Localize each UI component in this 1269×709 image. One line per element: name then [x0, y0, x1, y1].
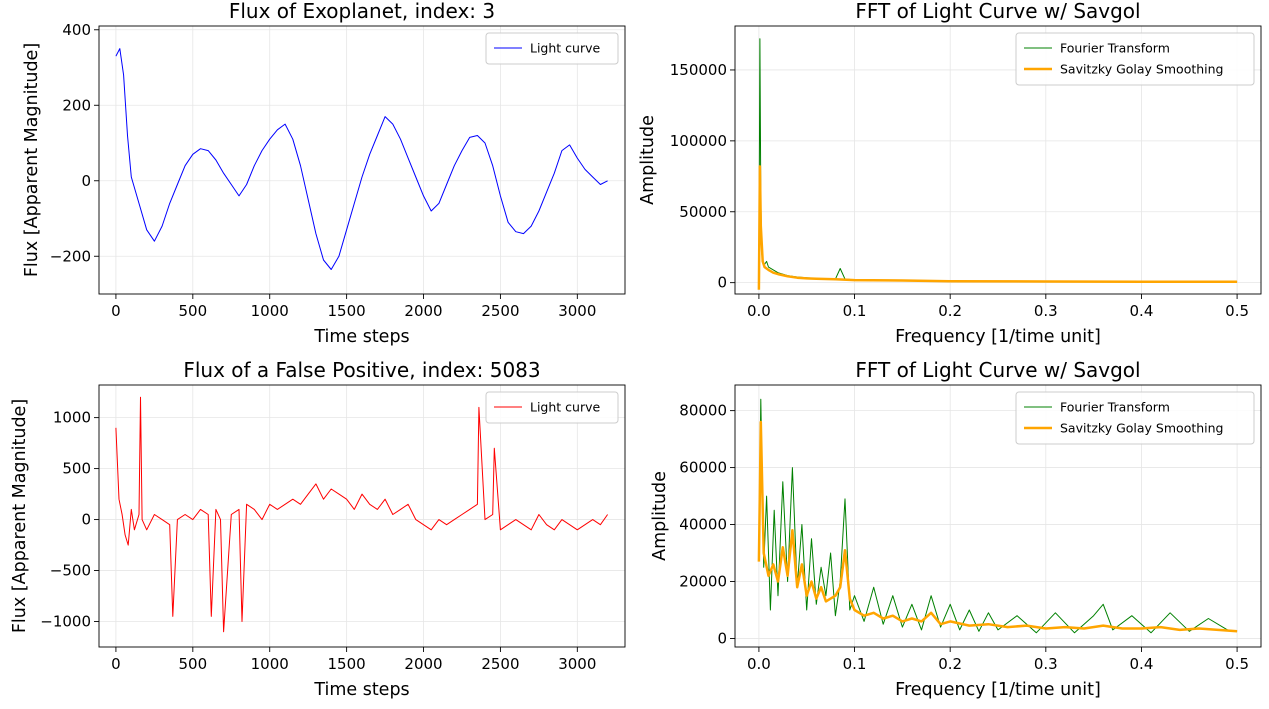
x-tick-label: 0: [111, 302, 121, 320]
x-tick-label: 0.5: [1225, 302, 1249, 320]
legend-box: [1015, 32, 1255, 86]
x-axis-label: Frequency [1/time unit]: [895, 327, 1101, 347]
y-tick-label: 0: [717, 274, 727, 292]
y-tick-label: 80000: [679, 402, 727, 420]
x-tick-label: 0.4: [1130, 655, 1154, 673]
exoplanet-fft-chart: 0.0 0.1 0.2 0.3 0.4 0.5 0 50000 100000 150000 FFT …: [638, 0, 1262, 347]
chart-title: FFT of Light Curve w/ Savgol: [855, 358, 1140, 382]
y-tick-label: 0: [717, 629, 727, 647]
x-tick-label: 0.4: [1130, 302, 1154, 320]
x-tick-label: 3000: [558, 655, 596, 673]
x-tick-label: 1000: [251, 302, 289, 320]
x-tick-label: 2500: [481, 655, 519, 673]
x-axis-label: Frequency [1/time unit]: [895, 680, 1101, 700]
legend: Light curve: [485, 32, 619, 65]
legend: Fourier Transform Savitzky Golay Smoothin…: [1015, 391, 1255, 445]
legend-label: Light curve: [530, 400, 601, 415]
x-tick-label: 0.3: [1034, 302, 1058, 320]
x-tick-label: 0: [111, 655, 121, 673]
series-line-light-curve: [115, 48, 608, 270]
x-tick-label: 0.5: [1225, 655, 1249, 673]
series-line-light-curve: [115, 396, 609, 633]
x-tick-label: 0.1: [843, 302, 867, 320]
x-tick-label: 1000: [251, 655, 289, 673]
y-tick-label: 0: [81, 172, 91, 190]
y-tick-label: 60000: [679, 459, 727, 477]
x-tick-label: 1500: [328, 302, 366, 320]
chart-title: FFT of Light Curve w/ Savgol: [855, 0, 1140, 23]
y-axis-label: Amplitude: [638, 115, 658, 205]
y-tick-label: −500: [50, 562, 91, 580]
legend-box: [1015, 391, 1255, 445]
y-tick-label: 40000: [679, 516, 727, 534]
false-positive-flux-chart: 0 500 1000 1500 2000 2500 3000 −1000 −500 0 500 100…: [10, 358, 626, 700]
legend-box: [485, 391, 619, 424]
x-tick-label: 0.2: [938, 655, 962, 673]
x-tick-label: 0.0: [747, 655, 771, 673]
plot-frame: [98, 384, 626, 648]
chart-title: Flux of a False Positive, index: 5083: [183, 358, 540, 382]
y-tick-label: 1000: [53, 409, 91, 427]
chart-title: Flux of Exoplanet, index: 3: [229, 0, 495, 23]
series-line-savitzky-golay-smoothing: [757, 165, 1238, 290]
x-tick-label: 0.3: [1034, 655, 1058, 673]
y-tick-label: 400: [62, 21, 91, 39]
y-tick-label: 150000: [670, 61, 727, 79]
series-line-savitzky-golay-smoothing: [757, 420, 1238, 633]
x-tick-label: 1500: [328, 655, 366, 673]
x-tick-label: 0.2: [938, 302, 962, 320]
y-tick-label: −200: [50, 247, 91, 265]
x-tick-label: 500: [178, 302, 207, 320]
y-tick-label: 50000: [679, 203, 727, 221]
legend-label: Fourier Transform: [1060, 41, 1170, 56]
plot-frame: [734, 384, 1262, 648]
legend: Light curve: [485, 391, 619, 424]
x-tick-label: 0.0: [747, 302, 771, 320]
x-axis-label: Time steps: [313, 680, 409, 700]
false-positive-fft-chart: 0.0 0.1 0.2 0.3 0.4 0.5 0 20000 40000 60000 80000 F…: [650, 358, 1262, 700]
legend-label: Fourier Transform: [1060, 400, 1170, 415]
legend-label: Savitzky Golay Smoothing: [1060, 62, 1224, 77]
x-tick-label: 2000: [404, 302, 442, 320]
legend-box: [485, 32, 619, 65]
legend-label: Light curve: [530, 41, 601, 56]
legend: Fourier Transform Savitzky Golay Smoothin…: [1015, 32, 1255, 86]
legend-label: Savitzky Golay Smoothing: [1060, 421, 1224, 436]
x-tick-label: 2500: [481, 302, 519, 320]
y-axis-label: Amplitude: [650, 471, 670, 561]
y-tick-label: 500: [62, 460, 91, 478]
x-tick-label: 0.1: [843, 655, 867, 673]
x-tick-label: 500: [178, 655, 207, 673]
y-tick-label: 20000: [679, 573, 727, 591]
exoplanet-flux-chart: 0 500 1000 1500 2000 2500 3000 −200 0 200 400 Flux …: [22, 0, 626, 347]
x-tick-label: 3000: [558, 302, 596, 320]
y-axis-label: Flux [Apparent Magnitude]: [22, 43, 42, 277]
x-tick-label: 2000: [404, 655, 442, 673]
plot-frame: [98, 25, 626, 295]
y-tick-label: 100000: [670, 132, 727, 150]
y-tick-label: −1000: [40, 613, 91, 631]
plot-frame: [734, 25, 1262, 295]
x-axis-label: Time steps: [313, 327, 409, 347]
y-tick-label: 200: [62, 96, 91, 114]
y-tick-label: 0: [81, 511, 91, 529]
series-line-fourier-transform: [758, 398, 1238, 634]
y-axis-label: Flux [Apparent Magnitude]: [10, 399, 30, 633]
